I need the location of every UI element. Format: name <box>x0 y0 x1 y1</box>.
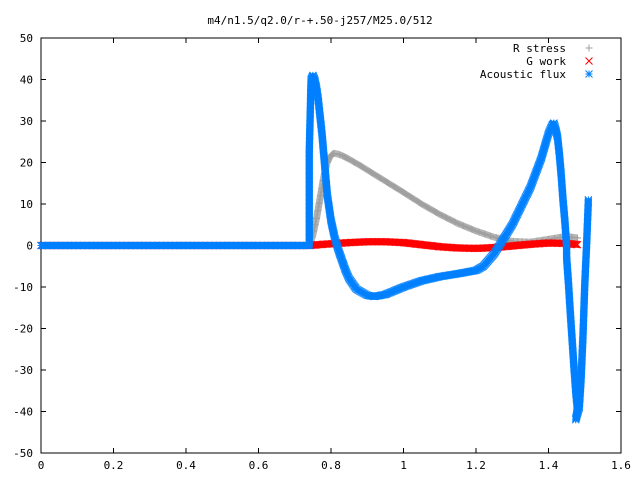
x-tick-label: 1.6 <box>611 459 631 472</box>
legend-label: G work <box>526 55 566 68</box>
y-tick-label: 40 <box>20 74 33 87</box>
y-tick-label: 30 <box>20 115 33 128</box>
y-tick-label: -10 <box>13 281 33 294</box>
y-tick-label: 20 <box>20 157 33 170</box>
x-tick-label: 0.4 <box>176 459 196 472</box>
y-tick-label: -20 <box>13 323 33 336</box>
y-tick-label: -50 <box>13 447 33 460</box>
y-tick-label: 50 <box>20 32 33 45</box>
x-tick-label: 1 <box>400 459 407 472</box>
x-tick-label: 0 <box>38 459 45 472</box>
data-marks <box>37 71 593 424</box>
x-tick-label: 0.2 <box>104 459 124 472</box>
legend-marker <box>585 44 593 52</box>
legend-marker <box>585 70 593 78</box>
legend-label: Acoustic flux <box>480 68 566 81</box>
y-tick-label: -30 <box>13 364 33 377</box>
x-tick-label: 0.6 <box>249 459 269 472</box>
data-point <box>584 195 593 204</box>
x-tick-label: 1.4 <box>539 459 559 472</box>
data-point <box>574 234 581 242</box>
y-tick-label: 10 <box>20 198 33 211</box>
legend-marker <box>585 57 593 65</box>
y-tick-label: -40 <box>13 406 33 419</box>
legend-label: R stress <box>513 42 566 55</box>
chart-title: m4/n1.5/q2.0/r-+.50-j257/M25.0/512 <box>207 14 432 27</box>
axis-ticks: 0 0.2 0.4 0.6 0.8 1 1.2 1.4 1.6 50 40 30 20 10 0 -10 -20… <box>13 32 631 472</box>
x-tick-label: 0.8 <box>321 459 341 472</box>
x-tick-label: 1.2 <box>466 459 486 472</box>
y-tick-label: 0 <box>26 240 33 253</box>
